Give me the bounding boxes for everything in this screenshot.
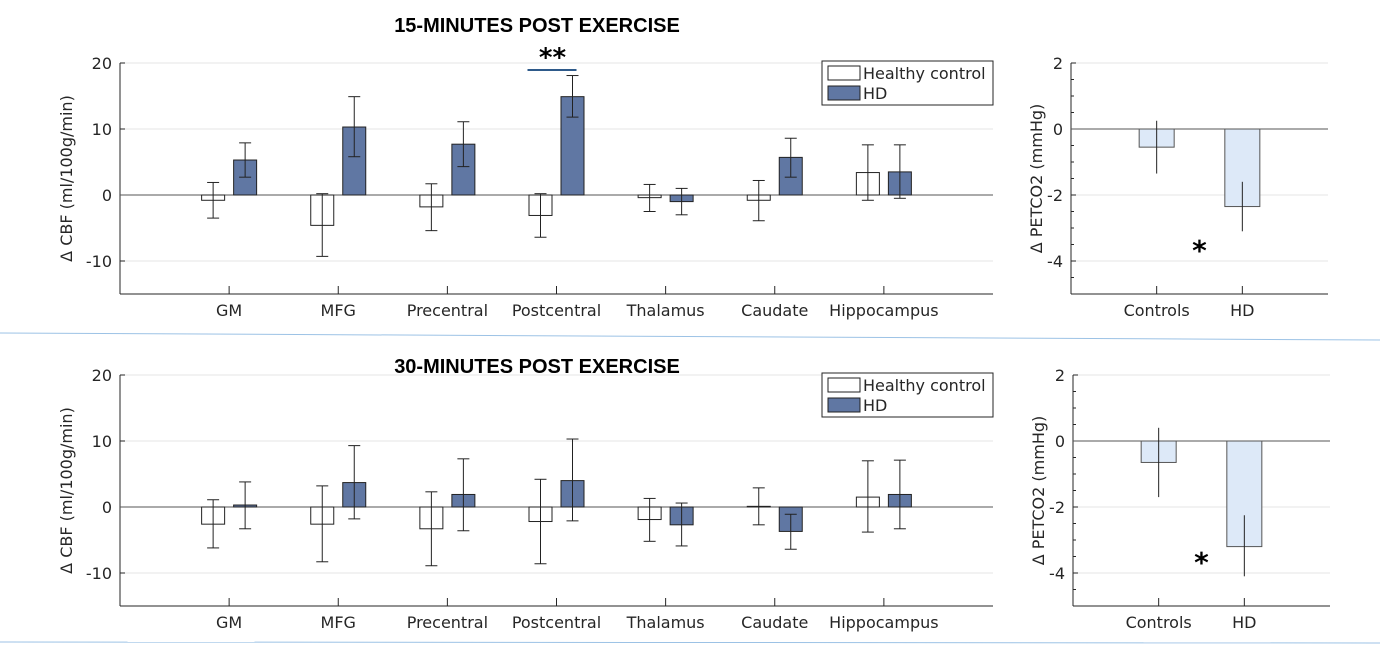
significance-marker: **: [539, 43, 567, 73]
legend-swatch: [827, 377, 861, 393]
x-tick-label: Postcentral: [512, 613, 601, 632]
y-tick-label: -4: [1049, 564, 1065, 583]
x-tick-label: Controls: [1124, 301, 1190, 320]
chart-title-30min: 30-MINUTES POST EXERCISE: [394, 356, 680, 378]
legend-label: Healthy control: [863, 376, 986, 395]
legend-label: HD: [863, 84, 887, 103]
chart-title-15min: 15-MINUTES POST EXERCISE: [394, 15, 680, 37]
x-tick-label: GM: [216, 301, 242, 320]
x-tick-label: HD: [1230, 301, 1254, 320]
x-tick-label: HD: [1232, 613, 1256, 632]
y-tick-label: -10: [86, 564, 112, 583]
y-tick-label: 2: [1053, 54, 1063, 73]
chart-petco2-30min: -4 -2 0 2 Δ PETCO2 (mmHg) Controls HD *: [1029, 366, 1330, 632]
legend-label: HD: [863, 396, 887, 415]
separator-line: [0, 332, 1380, 341]
x-tick-label: GM: [216, 613, 242, 632]
chart-petco2-15min: -4 -2 0 2 Δ PETCO2 (mmHg) Controls HD *: [1027, 54, 1328, 320]
y-tick-label: -4: [1047, 252, 1063, 271]
y-tick-label: 20: [92, 366, 112, 385]
y-tick-label: -10: [86, 252, 112, 271]
y-tick-label: -2: [1047, 186, 1063, 205]
y-axis-label: Δ PETCO2 (mmHg): [1029, 416, 1048, 566]
significance-marker: *: [1194, 546, 1209, 579]
y-tick-label: 0: [1053, 120, 1063, 139]
y-axis-label: Δ CBF (ml/100g/min): [57, 407, 76, 574]
y-tick-label: 10: [92, 432, 112, 451]
y-axis-label: Δ CBF (ml/100g/min): [57, 95, 76, 262]
chart-cbf-30min: -10 0 10 20 Δ CBF (ml/100g/min) GM MFG Precentr…: [57, 366, 994, 632]
x-tick-label: MFG: [321, 613, 356, 632]
x-tick-label: Postcentral: [512, 301, 601, 320]
legend-swatch: [827, 85, 861, 101]
legend-label: Healthy control: [863, 64, 986, 83]
y-axis-label: Δ PETCO2 (mmHg): [1027, 104, 1046, 254]
y-tick-label: 0: [102, 186, 112, 205]
x-tick-label: Thalamus: [626, 301, 705, 320]
legend-swatch: [827, 397, 861, 413]
x-tick-label: Precentral: [407, 613, 488, 632]
x-tick-label: Caudate: [741, 613, 808, 632]
separator-line: [0, 641, 1380, 644]
chart-cbf-15min: -10 0 10 20 Δ CBF (ml/100g/min) GM MFG Precentr…: [57, 43, 994, 320]
y-tick-label: 2: [1055, 366, 1065, 385]
significance-marker: *: [1192, 234, 1207, 267]
y-tick-label: -2: [1049, 498, 1065, 517]
x-tick-label: Thalamus: [626, 613, 705, 632]
x-tick-label: Controls: [1126, 613, 1192, 632]
y-tick-label: 10: [92, 120, 112, 139]
x-tick-label: MFG: [321, 301, 356, 320]
y-tick-label: 0: [102, 498, 112, 517]
x-tick-label: Hippocampus: [829, 613, 938, 632]
y-tick-label: 20: [92, 54, 112, 73]
x-tick-label: Caudate: [741, 301, 808, 320]
legend-swatch: [827, 65, 861, 81]
x-tick-label: Hippocampus: [829, 301, 938, 320]
x-tick-label: Precentral: [407, 301, 488, 320]
y-tick-label: 0: [1055, 432, 1065, 451]
